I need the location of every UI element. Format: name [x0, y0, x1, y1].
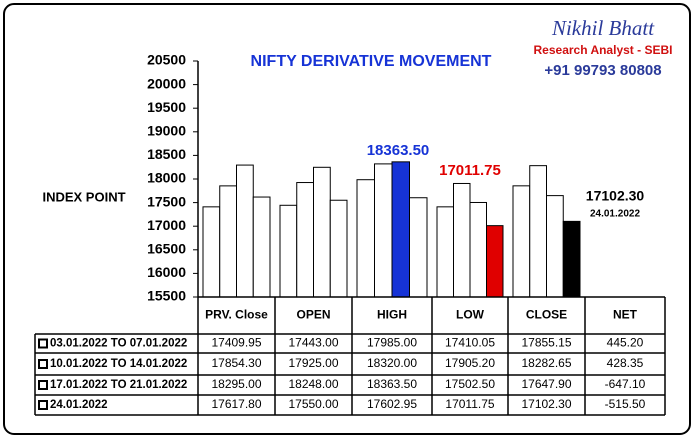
table-cell: 17617.80 — [211, 397, 261, 411]
table-cell: 428.35 — [607, 356, 644, 370]
table-cell: 17102.30 — [521, 397, 571, 411]
table-cell: 18282.65 — [521, 356, 571, 370]
chart-title: NIFTY DERIVATIVE MOVEMENT — [251, 53, 492, 70]
y-tick-label: 20500 — [147, 52, 186, 68]
bar — [453, 182, 471, 298]
bar — [486, 225, 504, 298]
x-tick-label: OPEN — [296, 308, 330, 322]
logo-phone: +91 99793 80808 — [544, 62, 661, 79]
table-cell: 18320.00 — [367, 356, 417, 370]
y-tick-label: 16000 — [147, 264, 186, 280]
bar — [279, 204, 298, 298]
y-tick-label: 16500 — [147, 241, 186, 257]
table-cell: 17854.30 — [211, 356, 261, 370]
bar — [529, 165, 547, 298]
legend-key — [38, 359, 48, 369]
table-cell: 17602.95 — [367, 397, 417, 411]
y-tick-label: 19500 — [147, 99, 186, 115]
x-tick-label: CLOSE — [526, 308, 567, 322]
legend-label: 10.01.2022 TO 14.01.2022 — [50, 358, 187, 370]
table-cell: 17985.00 — [367, 336, 417, 350]
legend-key — [38, 400, 48, 410]
legend-label: 17.01.2022 TO 21.01.2022 — [50, 379, 187, 391]
legend-label: 24.01.2022 — [50, 399, 108, 411]
table-cell: 445.20 — [607, 336, 644, 350]
y-tick-label: 17500 — [147, 193, 186, 209]
bar — [236, 164, 254, 298]
y-tick-label: 18500 — [147, 146, 186, 162]
legend-key — [38, 380, 48, 390]
bar — [356, 179, 375, 298]
annotation: 18363.50 — [367, 142, 430, 159]
logo-role: Research Analyst - SEBI — [534, 43, 673, 57]
logo-name: Nikhil Bhatt — [551, 16, 655, 40]
table-cell: 17011.75 — [445, 397, 494, 411]
x-tick-label: LOW — [456, 308, 485, 322]
bar — [219, 185, 237, 298]
bar — [409, 197, 428, 298]
bar — [252, 196, 271, 298]
y-tick-label: 18000 — [147, 170, 186, 186]
annotation: 17011.75 — [439, 162, 501, 179]
table-cell: -647.10 — [605, 377, 646, 391]
y-tick-label: 15500 — [147, 288, 186, 304]
y-tick-label: 20000 — [147, 75, 186, 91]
bar — [546, 195, 564, 298]
table-cell: 17409.95 — [211, 336, 261, 350]
bar — [374, 163, 393, 298]
table-cell: 18248.00 — [288, 377, 338, 391]
table-header: NET — [613, 308, 638, 322]
table-cell: -515.50 — [605, 397, 646, 411]
bar — [296, 182, 314, 298]
bar — [391, 161, 410, 298]
table-cell: 17905.20 — [445, 356, 495, 370]
bar — [202, 206, 221, 298]
annotation: 24.01.2022 — [590, 209, 640, 220]
bar — [329, 199, 348, 298]
x-tick-label: HIGH — [377, 308, 407, 322]
table-cell: 17550.00 — [288, 397, 338, 411]
table-cell: 17925.00 — [288, 356, 338, 370]
table-cell: 17443.00 — [288, 336, 338, 350]
bar — [562, 220, 581, 298]
table-cell: 18295.00 — [211, 377, 261, 391]
y-tick-label: 17000 — [147, 217, 186, 233]
bar — [436, 206, 454, 298]
bar — [512, 185, 531, 298]
y-tick-label: 19000 — [147, 123, 186, 139]
table-cell: 18363.50 — [367, 377, 417, 391]
legend-key — [38, 338, 48, 349]
table-cell: 17410.05 — [445, 336, 495, 350]
x-tick-label: PRV. Close — [205, 308, 268, 322]
table-cell: 17502.50 — [445, 377, 495, 391]
table-cell: 17647.90 — [521, 377, 571, 391]
annotation: 17102.30 — [586, 188, 645, 204]
legend-label: 03.01.2022 TO 07.01.2022 — [50, 338, 187, 350]
bar — [313, 166, 331, 298]
bar — [469, 201, 487, 298]
y-axis-label: INDEX POINT — [42, 189, 125, 204]
table-cell: 17855.15 — [521, 336, 571, 350]
